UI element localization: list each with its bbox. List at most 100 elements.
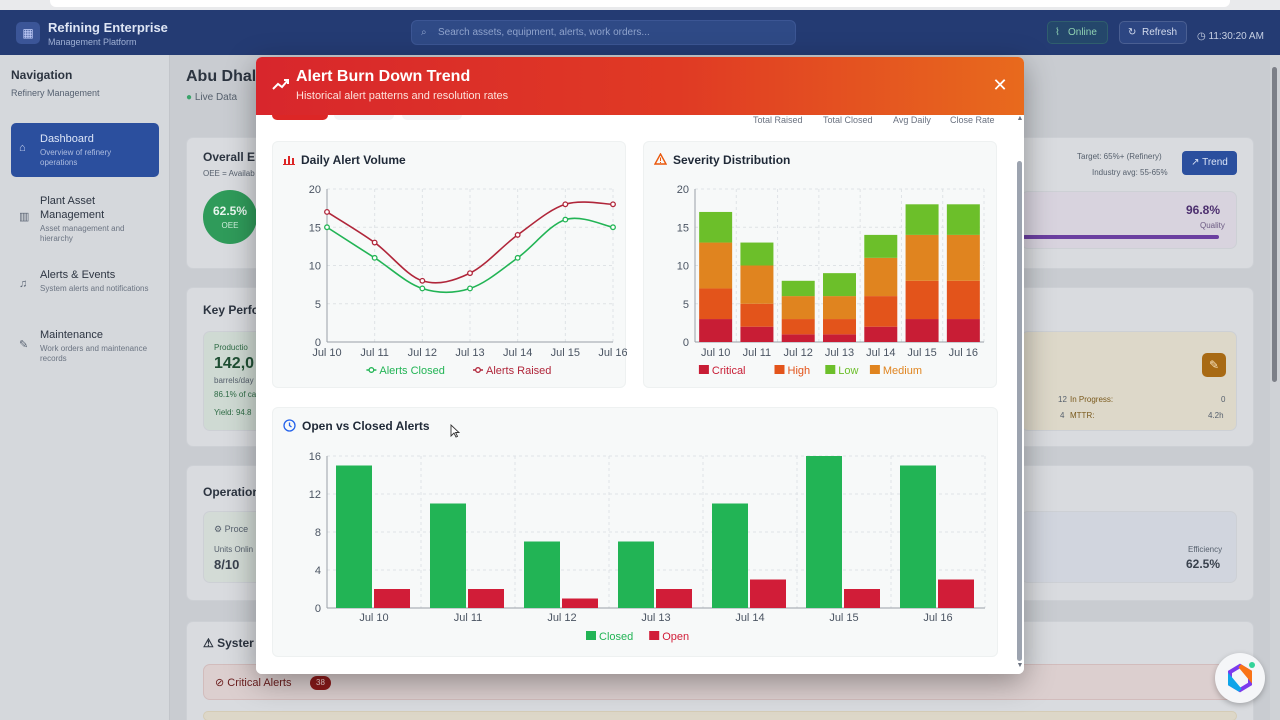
stacked-bar-segment bbox=[740, 303, 774, 327]
stacked-bar-segment bbox=[699, 242, 733, 289]
y-tick-label: 4 bbox=[315, 565, 321, 577]
y-tick-label: 5 bbox=[315, 299, 321, 311]
modal-scrollbar-thumb[interactable] bbox=[1017, 161, 1022, 661]
y-tick-label: 20 bbox=[677, 184, 689, 196]
efficiency-tile bbox=[1021, 511, 1237, 583]
bar bbox=[844, 589, 880, 608]
data-point bbox=[371, 239, 378, 246]
data-point bbox=[514, 231, 521, 238]
legend-label: Closed bbox=[599, 631, 633, 643]
data-point bbox=[610, 224, 616, 231]
clock-icon: ◷ bbox=[1197, 31, 1206, 42]
x-tick-label: Jul 11 bbox=[360, 347, 389, 359]
legend-swatch bbox=[368, 367, 375, 373]
y-tick-label: 5 bbox=[683, 299, 689, 311]
stacked-bar-segment bbox=[905, 204, 939, 235]
global-search-input[interactable]: ⌕ Search assets, equipment, alerts, work… bbox=[411, 20, 796, 45]
y-tick-label: 15 bbox=[677, 222, 689, 234]
url-bar[interactable] bbox=[50, 0, 1230, 7]
process-tile bbox=[203, 511, 263, 583]
sidebar-item-desc: System alerts and notifications bbox=[40, 284, 149, 293]
online-status-badge[interactable]: ⌇ Online bbox=[1047, 21, 1108, 44]
y-tick-label: 15 bbox=[309, 222, 321, 234]
sidebar-item-alerts[interactable]: ♫ Alerts & Events System alerts and noti… bbox=[11, 259, 159, 309]
oee-label: OEE bbox=[221, 221, 239, 230]
page-scrollbar[interactable] bbox=[1270, 55, 1280, 720]
mttr-count: 4 bbox=[1060, 411, 1065, 420]
chart-title: Daily Alert Volume bbox=[301, 153, 406, 167]
x-tick-label: Jul 11 bbox=[454, 612, 483, 624]
assistant-fab-button[interactable] bbox=[1215, 653, 1265, 703]
warning-alerts-row[interactable] bbox=[203, 711, 1237, 720]
trend-button[interactable]: ↗ Trend bbox=[1182, 151, 1237, 175]
sidebar-item-plant-asset[interactable]: ▥ Plant Asset Management Asset managemen… bbox=[11, 185, 159, 247]
industry-average: Industry avg: 55-65% bbox=[1092, 168, 1168, 177]
y-tick-label: 12 bbox=[309, 489, 321, 501]
stacked-bar-segment bbox=[946, 280, 980, 320]
wrench-icon: ✎ bbox=[1202, 353, 1226, 377]
x-tick-label: Jul 15 bbox=[907, 347, 936, 359]
modal-scrollbar[interactable]: ▲ ▼ bbox=[1016, 115, 1024, 674]
oee-gauge: 62.5% OEE bbox=[203, 190, 257, 244]
data-point bbox=[562, 216, 569, 223]
stacked-bar-segment bbox=[905, 280, 939, 320]
operations-title: Operation bbox=[203, 485, 260, 499]
y-tick-label: 20 bbox=[309, 184, 321, 196]
bar bbox=[712, 503, 748, 608]
gear-icon: ⚙ bbox=[214, 524, 223, 534]
bar bbox=[430, 503, 466, 608]
data-point bbox=[324, 208, 330, 215]
oee-target: Target: 65%+ (Refinery) bbox=[1077, 152, 1162, 161]
legend-label: Open bbox=[662, 631, 689, 643]
tab-inactive[interactable] bbox=[402, 115, 462, 120]
units-online-value: 8/10 bbox=[214, 557, 240, 572]
page-scrollbar-thumb[interactable] bbox=[1272, 67, 1277, 382]
critical-alerts-text: Critical Alerts bbox=[227, 677, 292, 689]
alert-burndown-modal: Alert Burn Down Trend Historical alert p… bbox=[256, 57, 1024, 674]
online-label: Online bbox=[1068, 27, 1097, 38]
legend-label: Alerts Raised bbox=[486, 365, 551, 377]
y-tick-label: 10 bbox=[677, 261, 689, 273]
bar bbox=[806, 456, 842, 608]
data-point bbox=[324, 224, 330, 231]
stacked-bar-segment bbox=[905, 319, 939, 342]
stacked-bar-segment bbox=[781, 319, 815, 335]
x-tick-label: Jul 13 bbox=[825, 347, 854, 359]
stat-avg-daily: Avg Daily bbox=[893, 115, 931, 125]
x-tick-label: Jul 16 bbox=[949, 347, 978, 359]
sidebar-item-label: Maintenance bbox=[40, 329, 103, 341]
clock: ◷ 11:30:20 AM bbox=[1197, 31, 1264, 42]
sidebar-item-maintenance[interactable]: ✎ Maintenance Work orders and maintenanc… bbox=[11, 319, 159, 369]
modal-subtitle: Historical alert patterns and resolution… bbox=[296, 90, 509, 102]
refresh-button[interactable]: ↻ Refresh bbox=[1119, 21, 1187, 44]
y-tick-label: 10 bbox=[309, 261, 321, 273]
stacked-bar-segment bbox=[946, 234, 980, 281]
production-tile bbox=[203, 331, 263, 431]
stacked-bar-segment bbox=[699, 211, 733, 243]
stacked-bar-segment bbox=[699, 319, 733, 342]
tab-active[interactable] bbox=[272, 115, 328, 120]
legend-label: High bbox=[788, 365, 811, 377]
data-point bbox=[610, 201, 616, 208]
scroll-up-icon[interactable]: ▲ bbox=[1016, 115, 1024, 122]
bar bbox=[562, 598, 598, 608]
scroll-down-icon[interactable]: ▼ bbox=[1016, 662, 1024, 669]
nav-title: Navigation bbox=[11, 68, 73, 82]
alert-circle-icon: ⊘ bbox=[215, 677, 225, 689]
search-placeholder: Search assets, equipment, alerts, work o… bbox=[438, 27, 650, 38]
mttr-value: 4.2h bbox=[1208, 411, 1224, 420]
stacked-bar-segment bbox=[740, 265, 774, 304]
clock-icon bbox=[283, 419, 296, 435]
close-icon[interactable]: ✕ bbox=[992, 75, 1008, 95]
clock-time: 11:30:20 AM bbox=[1208, 31, 1264, 42]
trending-up-icon bbox=[272, 77, 290, 96]
chart-title: Severity Distribution bbox=[673, 153, 791, 167]
bar bbox=[900, 465, 936, 608]
legend-swatch bbox=[869, 365, 880, 374]
sidebar-item-dashboard[interactable]: ⌂ Dashboard Overview of refinery operati… bbox=[11, 123, 159, 177]
top-bar: ▦ Refining Enterprise Management Platfor… bbox=[0, 10, 1280, 55]
tab-inactive[interactable] bbox=[334, 115, 394, 120]
sidebar-item-label: Plant Asset Management bbox=[40, 195, 105, 221]
legend-label: Medium bbox=[883, 365, 922, 377]
legend-label: Alerts Closed bbox=[379, 365, 444, 377]
